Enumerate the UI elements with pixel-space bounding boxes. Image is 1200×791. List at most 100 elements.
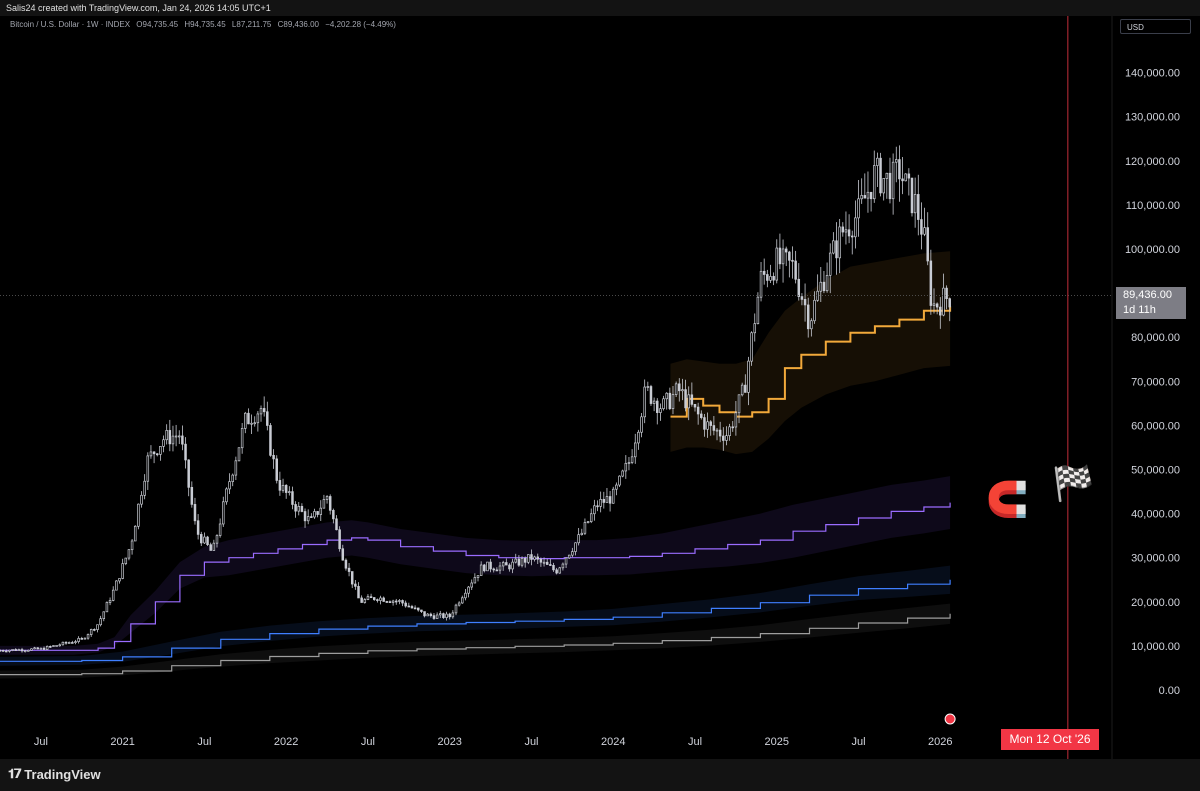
candle-body (256, 413, 260, 424)
countdown-value: 1d 11h (1123, 304, 1156, 316)
us-flag-icon (944, 713, 956, 725)
created-by-text: Salis24 created with TradingView.com, Ja… (6, 3, 271, 13)
candle-body (678, 383, 681, 392)
candle-body (555, 569, 558, 574)
legend-open: O94,735.45 (136, 20, 179, 29)
candle-body (124, 557, 128, 564)
candle-body (784, 248, 788, 253)
candle-body (435, 614, 439, 619)
candle-body (762, 270, 766, 275)
candle-body (492, 568, 495, 571)
candle-body (335, 518, 338, 531)
candle-body (866, 191, 870, 199)
footer-bar (0, 759, 1200, 791)
candle-body (907, 173, 911, 179)
candle-body (55, 645, 58, 647)
candle-body (454, 604, 458, 614)
candle-body (605, 496, 609, 503)
candle-body (93, 629, 96, 631)
candle-body (206, 536, 209, 546)
candle-body (284, 484, 288, 493)
candle-body (174, 435, 178, 438)
magnet-icon: 🧲 (986, 481, 1029, 519)
purple-band-midline (0, 502, 951, 651)
candle-body (291, 491, 294, 505)
candle-body (621, 470, 624, 477)
candle-body (633, 442, 637, 458)
candle-body (939, 306, 942, 316)
candle-body (486, 561, 489, 572)
candle-body (920, 219, 923, 235)
blue-band-midline (0, 579, 951, 662)
candle-body (250, 422, 253, 425)
candle-body (281, 484, 285, 491)
candle-body (178, 435, 181, 438)
candle-body (898, 159, 901, 180)
candle-body (193, 504, 197, 522)
candle-body (118, 578, 121, 582)
currency-selector[interactable]: USD (1120, 19, 1191, 34)
symbol-name[interactable]: Bitcoin / U.S. Dollar · 1W · INDEX (10, 20, 131, 29)
candle-body (828, 252, 832, 276)
candle-body (904, 173, 907, 182)
candle-body (244, 412, 247, 429)
candle-body (338, 529, 341, 550)
candle-body (668, 392, 672, 409)
y-tick-label: 110,000.00 (1126, 200, 1180, 212)
candle-body (181, 435, 184, 445)
candle-body (696, 406, 700, 415)
candle-body (461, 597, 464, 604)
candle-body (561, 563, 565, 569)
candle-body (89, 629, 93, 635)
candle-body (608, 496, 612, 504)
candle-body (873, 165, 876, 200)
candle-body (39, 647, 43, 650)
candle-body (602, 498, 606, 503)
candle-body (36, 647, 39, 650)
y-tick-label: 10,000.00 (1131, 641, 1180, 653)
candle-body (420, 609, 423, 612)
y-tick-label: 60,000.00 (1131, 420, 1180, 432)
candle-body (200, 534, 203, 544)
candle-body (379, 597, 382, 601)
candle-body (140, 494, 143, 505)
candle-body (794, 260, 797, 280)
candle-body (155, 453, 159, 456)
candle-body (781, 248, 785, 265)
candle-body (96, 624, 99, 630)
candle-body (753, 323, 757, 334)
candle-body (429, 613, 433, 617)
candle-body (476, 575, 480, 578)
candle-body (360, 597, 363, 603)
candle-body (681, 389, 684, 392)
price-chart[interactable]: 0.00 10,000.00 20,000.00 30,000.00 40,000.00… (0, 0, 1200, 759)
candle-body (401, 600, 404, 604)
candle-body (105, 602, 109, 613)
candle-body (923, 227, 926, 235)
candle-body (530, 554, 533, 560)
candle-body (806, 304, 810, 330)
candle-body (341, 548, 345, 561)
candle-body (505, 562, 508, 566)
candle-body (693, 403, 697, 408)
candle-body (662, 398, 665, 410)
candle-body (536, 556, 540, 560)
candle-body (882, 178, 885, 194)
candle-body (838, 226, 841, 259)
y-tick-label: 40,000.00 (1131, 509, 1180, 521)
candle-body (910, 177, 914, 214)
x-tick-label: 2021 (110, 736, 134, 748)
candle-body (549, 564, 552, 566)
candle-body (259, 408, 263, 415)
candle-body (942, 287, 945, 316)
x-tick-label: Jul (851, 736, 865, 748)
candle-body (517, 558, 521, 566)
candle-body (297, 506, 301, 512)
candle-body (611, 488, 615, 504)
candle-body (413, 607, 417, 610)
candle-body (659, 408, 662, 413)
candle-body (583, 522, 587, 534)
candle-body (71, 642, 74, 644)
tradingview-logo[interactable]: 𝟏𝟳 TradingView (8, 766, 101, 782)
x-tick-label: 2023 (437, 736, 461, 748)
